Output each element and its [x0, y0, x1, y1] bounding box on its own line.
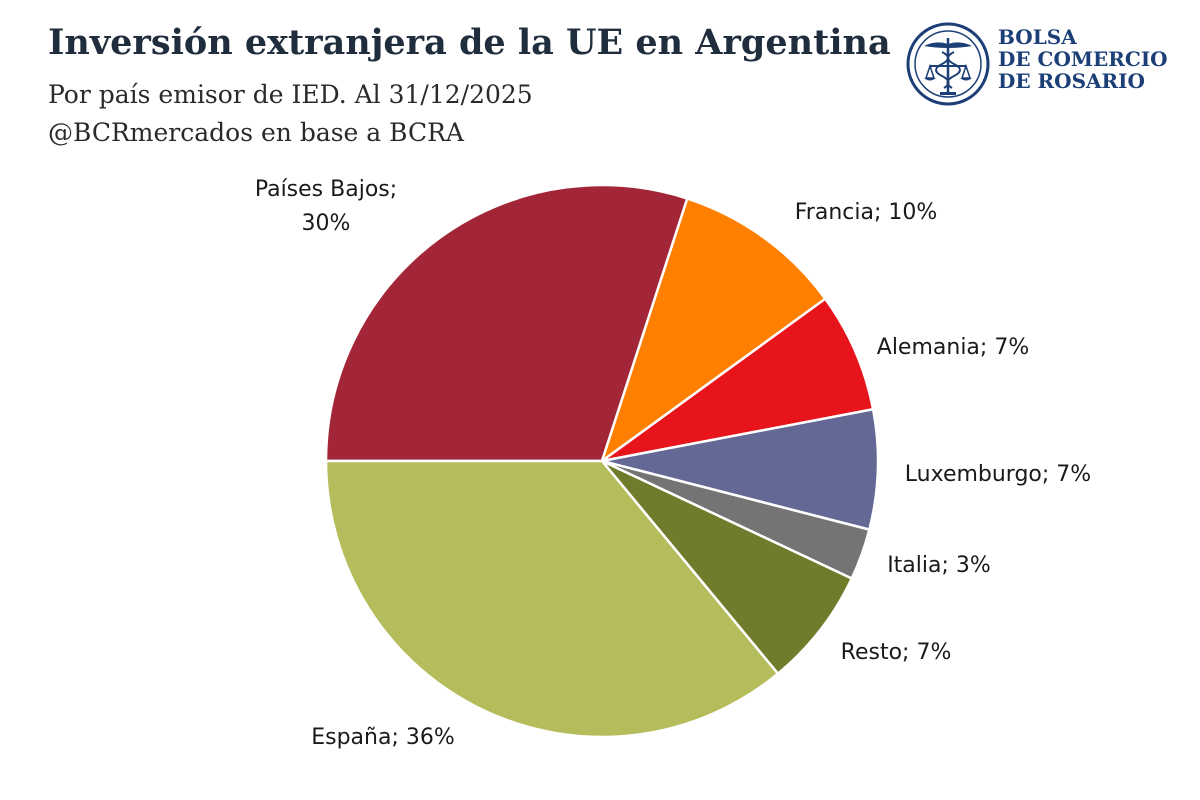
slice-label-países-bajos: Países Bajos; 30% — [255, 177, 397, 236]
slice-label-resto: Resto; 7% — [841, 640, 952, 665]
logo-line-2: DE COMERCIO — [998, 47, 1168, 71]
pie-slice-alemania — [600, 297, 875, 463]
pie-slice-luxemburgo — [600, 408, 880, 531]
chart-title: Inversión extranjera de la UE en Argenti… — [48, 22, 891, 63]
pie-slice-francia — [600, 197, 827, 463]
pie-slice-resto — [600, 459, 853, 675]
logo-line-1: BOLSA — [998, 25, 1077, 49]
logo-line-3: DE ROSARIO — [998, 69, 1145, 93]
slice-label-francia: Francia; 10% — [795, 200, 938, 225]
slice-label-españa: España; 36% — [311, 725, 455, 750]
slice-label-alemania: Alemania; 7% — [877, 335, 1029, 360]
pie-slice-países-bajos — [324, 183, 689, 463]
bcr-logo-text: BOLSA DE COMERCIO DE ROSARIO — [998, 26, 1168, 92]
slice-label-italia: Italia; 3% — [887, 553, 991, 578]
slice-label-luxemburgo: Luxemburgo; 7% — [905, 462, 1091, 487]
caduceus-scales-seal-icon — [906, 22, 990, 106]
chart-source: @BCRmercados en base a BCRA — [48, 118, 464, 147]
chart-subtitle: Por país emisor de IED. Al 31/12/2025 — [48, 80, 533, 109]
bcr-logo: BOLSA DE COMERCIO DE ROSARIO — [904, 18, 1194, 110]
pie-slice-españa — [324, 459, 780, 739]
